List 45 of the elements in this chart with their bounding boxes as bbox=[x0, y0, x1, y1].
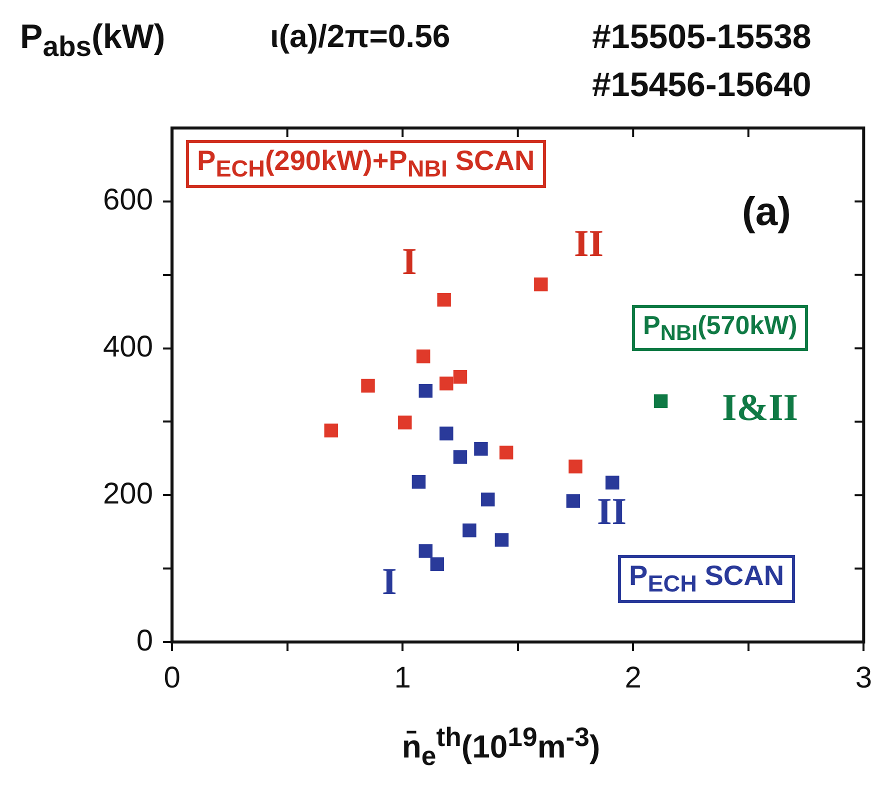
point bbox=[361, 378, 375, 393]
point bbox=[418, 544, 433, 558]
annotation: I&II bbox=[722, 386, 798, 430]
y-tick-label: 200 bbox=[102, 477, 154, 510]
annotation: II bbox=[574, 222, 604, 266]
point bbox=[474, 442, 488, 456]
text: #15456-15640 bbox=[592, 66, 812, 105]
point bbox=[453, 450, 468, 464]
point bbox=[606, 476, 620, 490]
annotation: (a) bbox=[742, 190, 791, 235]
point bbox=[462, 524, 476, 538]
annotation: P$_{ECH}$(290kW)+P$_{NBI}$ SCAN bbox=[186, 140, 546, 188]
point bbox=[654, 394, 668, 408]
chart-title: ι(a)/2π=0.56 bbox=[270, 18, 450, 55]
text: #15505-15538 bbox=[592, 18, 812, 57]
point bbox=[430, 557, 444, 572]
x-axis-title: n̄$_{e}$$^{th}$(10$^{19}$m$^{-3}$) bbox=[400, 722, 602, 772]
point bbox=[418, 384, 433, 398]
point bbox=[494, 533, 509, 547]
point bbox=[440, 376, 454, 390]
y-tick-label: 600 bbox=[102, 184, 154, 217]
annotation: P$_{ECH}$ SCAN bbox=[618, 555, 796, 603]
y-tick-label: 0 bbox=[136, 624, 154, 658]
y-axis-title: P$_{abs}$(kW) bbox=[20, 18, 166, 64]
point bbox=[324, 424, 338, 438]
y-tick-label: 400 bbox=[102, 330, 154, 364]
annotation: I bbox=[402, 240, 417, 284]
point bbox=[453, 370, 468, 384]
point bbox=[481, 492, 495, 506]
point bbox=[499, 446, 514, 460]
point bbox=[534, 278, 548, 292]
point bbox=[568, 460, 582, 474]
point bbox=[437, 292, 451, 307]
x-tick-label: 0 bbox=[164, 661, 180, 694]
x-tick-label: 3 bbox=[855, 661, 872, 694]
annotation: II bbox=[597, 490, 627, 534]
x-tick-label: 2 bbox=[624, 661, 642, 694]
annotation: I bbox=[382, 560, 397, 604]
point bbox=[398, 416, 412, 430]
annotation: P$_{NBI}$(570kW) bbox=[632, 305, 808, 352]
point bbox=[566, 494, 580, 508]
x-tick-label: 1 bbox=[394, 661, 411, 694]
point bbox=[412, 475, 426, 489]
point bbox=[416, 350, 430, 364]
point bbox=[440, 426, 454, 440]
